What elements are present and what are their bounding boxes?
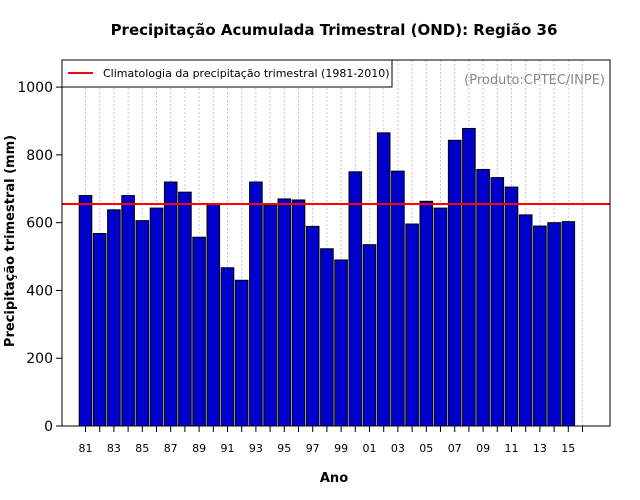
x-axis-label: Ano [320, 471, 348, 486]
bar-2012 [518, 214, 533, 427]
x-tick-label: 07 [448, 442, 462, 455]
legend-label: Climatologia da precipitação trimestral … [103, 67, 390, 80]
source-label: (Produto:CPTEC/INPE) [464, 73, 605, 88]
x-tick-label: 05 [419, 442, 433, 455]
bar-1984 [121, 195, 135, 427]
bar-1992 [234, 279, 249, 427]
bar-1982 [92, 233, 107, 427]
bar-2013 [533, 225, 547, 427]
bar-2015 [561, 221, 576, 427]
x-tick-label: 85 [135, 442, 149, 455]
bar-1985 [135, 220, 150, 427]
bar-1988 [178, 191, 192, 427]
bar-1990 [206, 203, 221, 427]
x-tick-label: 87 [164, 442, 178, 455]
y-tick-label: 600 [26, 216, 53, 232]
bar-2000 [348, 171, 363, 427]
bar-1994 [263, 204, 277, 427]
bar-2003 [391, 170, 405, 427]
y-tick-label: 0 [44, 419, 53, 435]
bar-1997 [305, 225, 320, 427]
y-axis-label: Precipitação trimestral (mm) [3, 135, 18, 347]
bar-2010 [490, 177, 505, 427]
x-tick-label: 91 [221, 442, 235, 455]
x-tick-label: 03 [391, 442, 405, 455]
x-tick-label: 89 [192, 442, 206, 455]
bar-1995 [277, 198, 292, 427]
x-tick-label: 97 [306, 442, 320, 455]
bar-2009 [476, 168, 490, 427]
bar-2011 [504, 186, 519, 427]
x-tick-label: 93 [249, 442, 263, 455]
x-tick-label: 13 [533, 442, 547, 455]
bar-1987 [163, 181, 178, 427]
y-tick-label: 1000 [17, 80, 53, 96]
bar-1991 [220, 267, 235, 427]
bar-1986 [149, 207, 164, 427]
x-tick-label: 81 [79, 442, 93, 455]
x-tick-label: 83 [107, 442, 121, 455]
bar-2002 [376, 132, 391, 427]
legend: Climatologia da precipitação trimestral … [61, 59, 393, 88]
bar-1998 [320, 248, 334, 427]
chart-title: Precipitação Acumulada Trimestral (OND):… [111, 21, 558, 39]
x-tick-label: 95 [277, 442, 291, 455]
x-tick-label: 09 [476, 442, 490, 455]
bars-group [78, 127, 576, 427]
y-axis: 0 200 400 600 800 1000 [17, 80, 62, 435]
bar-1996 [291, 199, 306, 427]
y-tick-label: 800 [26, 148, 53, 164]
bar-1989 [192, 236, 206, 427]
x-tick-label: 01 [363, 442, 377, 455]
legend-box [61, 59, 393, 88]
x-tick-label: 99 [334, 442, 348, 455]
bar-2007 [447, 139, 462, 427]
bar-2005 [419, 200, 434, 427]
bar-2006 [433, 207, 448, 427]
bar-2001 [362, 244, 377, 427]
x-tick-label: 15 [561, 442, 575, 455]
bar-2014 [547, 222, 561, 427]
x-tick-label: 11 [505, 442, 519, 455]
bar-2004 [405, 223, 419, 427]
bar-1981 [78, 195, 93, 427]
bar-2008 [462, 127, 476, 427]
y-tick-label: 400 [26, 283, 53, 299]
bar-1983 [107, 209, 121, 427]
y-tick-label: 200 [26, 351, 53, 367]
x-axis: 81 83 85 87 89 91 93 95 97 99 01 03 05 07 09 11 13 15 [79, 425, 583, 455]
bar-1993 [249, 181, 263, 427]
bar-1999 [334, 259, 348, 427]
